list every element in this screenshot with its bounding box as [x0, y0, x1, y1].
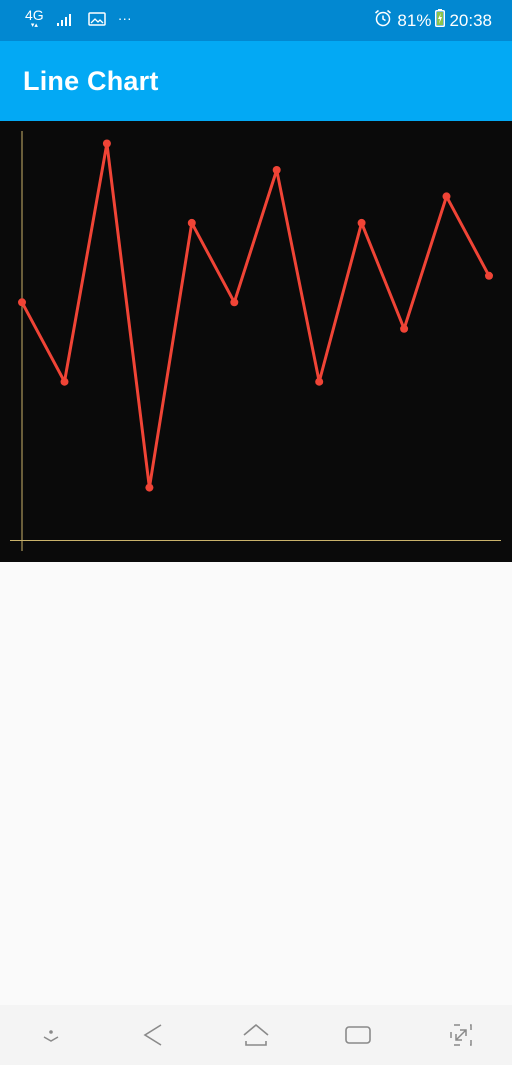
data-point	[315, 377, 324, 386]
series-line	[20, 142, 491, 490]
status-right: 81% 20:38	[369, 8, 492, 33]
notification-pull-icon	[43, 1030, 59, 1042]
data-point	[60, 377, 69, 386]
line-chart	[0, 121, 512, 562]
data-point	[272, 166, 281, 174]
data-point	[145, 483, 154, 492]
data-point	[442, 192, 451, 201]
data-point	[230, 298, 239, 307]
data-point	[102, 139, 111, 148]
notification-pull-button[interactable]	[21, 1005, 81, 1065]
more-notifications-icon: ···	[117, 9, 132, 26]
battery-charging-icon	[435, 9, 446, 32]
chart-canvas	[10, 131, 501, 551]
alarm-icon	[373, 8, 393, 33]
screenshot-expand-icon	[450, 1024, 472, 1046]
data-point	[357, 218, 366, 227]
data-point	[485, 271, 493, 280]
battery-percent: 81%	[397, 10, 432, 30]
home-button[interactable]	[226, 1005, 286, 1065]
recents-icon	[345, 1026, 372, 1044]
home-icon	[243, 1023, 269, 1046]
status-left: 4G ▾▴ ···	[25, 7, 144, 31]
back-icon	[143, 1024, 162, 1046]
navigation-bar	[0, 1005, 512, 1065]
data-point	[18, 298, 26, 307]
image-icon	[87, 11, 106, 31]
screenshot-expand-button[interactable]	[431, 1005, 491, 1065]
recents-button[interactable]	[328, 1005, 388, 1065]
network-type-label: 4G	[25, 7, 44, 23]
app-bar: Line Chart	[0, 41, 512, 121]
network-4g-icon: 4G ▾▴	[25, 7, 44, 29]
page-title: Line Chart	[23, 65, 159, 96]
data-point	[400, 324, 409, 333]
data-point	[187, 218, 196, 227]
status-time: 20:38	[449, 10, 492, 30]
back-button[interactable]	[124, 1005, 184, 1065]
status-bar: 4G ▾▴ ··· 81%	[0, 0, 512, 41]
signal-icon	[56, 11, 76, 31]
